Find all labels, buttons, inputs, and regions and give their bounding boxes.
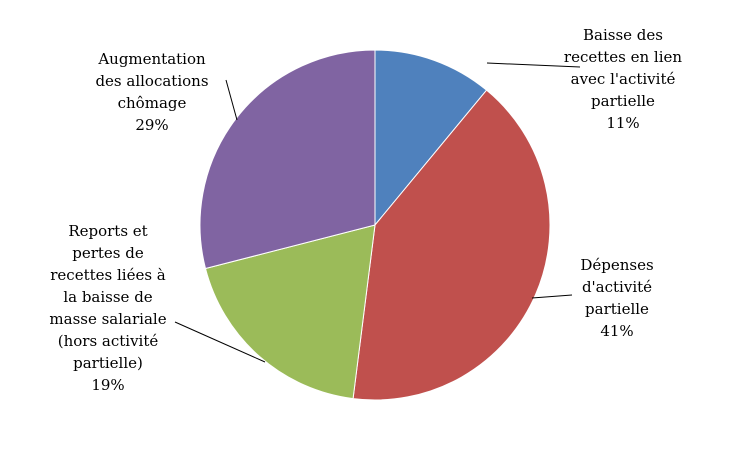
leader-line-3 xyxy=(174,321,266,363)
slice-label-line: recettes liées à xyxy=(50,266,166,284)
slice-label-line: partielle) xyxy=(73,354,143,372)
leader-line-1 xyxy=(486,62,581,68)
slice-label-line: recettes en lien xyxy=(564,48,683,66)
slice-label-line: Dépenses xyxy=(580,256,653,274)
slice-label-line: (hors activité xyxy=(58,332,159,350)
slice-percent-label: 29% xyxy=(135,116,168,134)
leader-line-4 xyxy=(225,79,238,121)
slice-label-line: masse salariale xyxy=(49,310,166,328)
slice-label-1: Baisse des recettes en lien avec l'activit… xyxy=(564,26,683,132)
slice-label-line: Augmentation xyxy=(97,50,206,68)
slice-label-line: la baisse de xyxy=(63,288,152,306)
slice-label-4: Augmentation des allocations chômage 29% xyxy=(95,50,208,134)
slice-label-line: pertes de xyxy=(72,244,144,262)
slice-label-2: Dépenses d'activité partielle 41% xyxy=(580,256,653,340)
slice-label-line: des allocations xyxy=(95,72,208,90)
pie-slice-2 xyxy=(352,89,551,401)
slice-label-line: avec l'activité xyxy=(571,70,676,88)
pie-slice-1 xyxy=(374,49,488,227)
slice-percent-label: 11% xyxy=(606,114,639,132)
labels-layer: Baisse des recettes en lien avec l'activit… xyxy=(49,26,682,394)
slice-label-line: d'activité xyxy=(582,278,652,296)
leader-line-2 xyxy=(531,294,573,299)
slice-label-line: chômage xyxy=(118,94,187,112)
leader-lines-layer xyxy=(174,62,581,363)
slice-label-3: Reports et pertes de recettes liées à la ba… xyxy=(49,222,166,394)
slice-label-line: partielle xyxy=(585,300,649,318)
pie-slice-3 xyxy=(204,224,376,400)
slice-label-line: Reports et xyxy=(68,222,147,240)
slice-label-line: partielle xyxy=(591,92,655,110)
slice-percent-label: 41% xyxy=(600,322,633,340)
slice-label-line: Baisse des xyxy=(583,26,663,44)
slice-percent-label: 19% xyxy=(91,376,124,394)
slices-layer xyxy=(199,49,551,401)
